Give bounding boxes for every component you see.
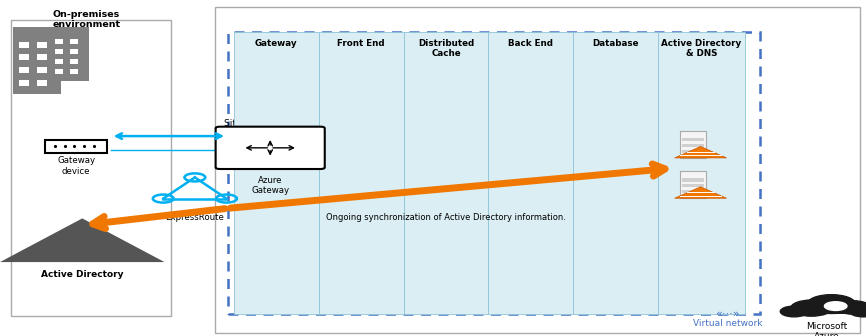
Circle shape (807, 295, 856, 313)
FancyBboxPatch shape (682, 184, 704, 187)
FancyBboxPatch shape (13, 27, 61, 94)
Text: ExpressRoute: ExpressRoute (165, 213, 224, 222)
Text: Gateway
device: Gateway device (57, 156, 95, 176)
FancyBboxPatch shape (682, 144, 704, 147)
Text: Site-to-Site VPN: Site-to-Site VPN (223, 119, 296, 128)
Circle shape (780, 306, 808, 317)
FancyBboxPatch shape (36, 67, 48, 73)
FancyBboxPatch shape (55, 39, 63, 44)
FancyBboxPatch shape (36, 80, 48, 86)
Text: Ongoing synchronization of Active Directory information.: Ongoing synchronization of Active Direct… (326, 213, 565, 222)
FancyBboxPatch shape (682, 190, 704, 194)
FancyBboxPatch shape (69, 69, 78, 74)
FancyBboxPatch shape (19, 80, 29, 86)
Text: Azure
Gateway: Azure Gateway (251, 176, 289, 195)
FancyBboxPatch shape (19, 54, 29, 60)
FancyBboxPatch shape (695, 154, 699, 157)
FancyBboxPatch shape (234, 32, 319, 314)
FancyBboxPatch shape (682, 150, 704, 153)
Circle shape (836, 301, 866, 314)
FancyBboxPatch shape (55, 69, 63, 74)
Circle shape (824, 302, 847, 310)
Polygon shape (675, 187, 727, 198)
FancyBboxPatch shape (69, 59, 78, 64)
FancyBboxPatch shape (36, 54, 48, 60)
FancyBboxPatch shape (19, 67, 29, 73)
Text: Virtual network: Virtual network (693, 320, 762, 328)
Text: On-premises
environment: On-premises environment (53, 10, 120, 30)
FancyBboxPatch shape (69, 49, 78, 54)
Text: Active Directory: Active Directory (41, 270, 124, 280)
FancyBboxPatch shape (682, 138, 704, 141)
FancyBboxPatch shape (658, 32, 745, 314)
FancyBboxPatch shape (55, 49, 63, 54)
FancyBboxPatch shape (680, 171, 706, 198)
Text: Database: Database (592, 39, 639, 48)
Text: Front End: Front End (338, 39, 385, 48)
FancyBboxPatch shape (488, 32, 573, 314)
FancyBboxPatch shape (573, 32, 658, 314)
FancyBboxPatch shape (784, 307, 866, 314)
Text: Distributed
Cache: Distributed Cache (418, 39, 474, 58)
Text: Microsoft
Azure: Microsoft Azure (806, 322, 848, 336)
Text: «···»: «···» (715, 309, 740, 319)
FancyBboxPatch shape (215, 7, 860, 333)
Polygon shape (0, 218, 165, 262)
FancyBboxPatch shape (69, 39, 78, 44)
FancyBboxPatch shape (11, 20, 171, 316)
Text: Gateway: Gateway (255, 39, 298, 48)
FancyBboxPatch shape (216, 127, 325, 169)
Polygon shape (675, 146, 727, 158)
FancyBboxPatch shape (55, 59, 63, 64)
FancyBboxPatch shape (319, 32, 404, 314)
Circle shape (850, 306, 866, 317)
FancyBboxPatch shape (50, 27, 89, 81)
FancyBboxPatch shape (695, 194, 699, 197)
FancyBboxPatch shape (36, 42, 48, 48)
FancyBboxPatch shape (680, 131, 706, 158)
FancyBboxPatch shape (19, 42, 29, 48)
Text: Back End: Back End (508, 39, 553, 48)
FancyBboxPatch shape (228, 32, 760, 314)
Circle shape (791, 300, 832, 316)
FancyBboxPatch shape (682, 178, 704, 181)
FancyBboxPatch shape (45, 140, 107, 153)
Text: Active Directory
& DNS: Active Directory & DNS (662, 39, 741, 58)
FancyBboxPatch shape (404, 32, 488, 314)
